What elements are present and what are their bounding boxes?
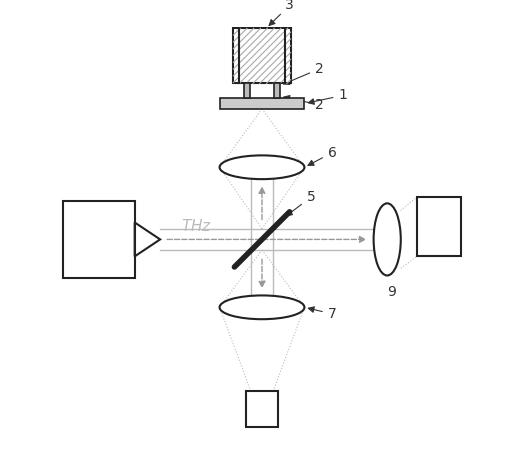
Text: 2: 2	[283, 62, 324, 84]
FancyBboxPatch shape	[62, 201, 135, 278]
FancyBboxPatch shape	[417, 197, 462, 256]
Text: 2: 2	[284, 96, 324, 112]
FancyBboxPatch shape	[246, 391, 278, 427]
FancyBboxPatch shape	[274, 83, 280, 98]
Text: 7: 7	[308, 307, 336, 321]
FancyBboxPatch shape	[244, 83, 250, 98]
Text: 6: 6	[308, 146, 336, 165]
Text: 10: 10	[430, 220, 448, 234]
FancyBboxPatch shape	[233, 28, 291, 83]
Text: 8: 8	[258, 402, 266, 416]
Text: $THz$: $THz$	[181, 218, 212, 234]
Text: 4: 4	[94, 232, 103, 246]
Text: 5: 5	[287, 190, 315, 216]
FancyBboxPatch shape	[220, 98, 304, 109]
Text: 1: 1	[308, 88, 347, 104]
Text: 9: 9	[387, 285, 396, 299]
Text: 3: 3	[269, 0, 294, 25]
